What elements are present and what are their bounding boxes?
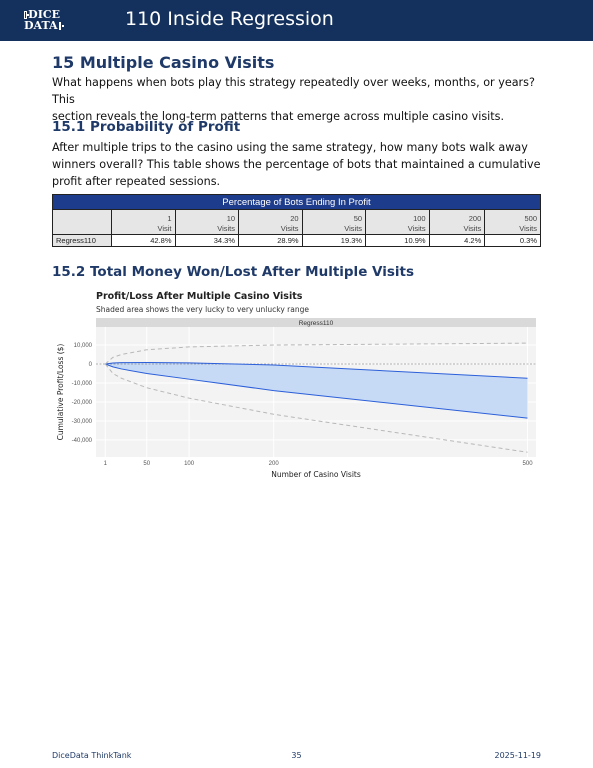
column-header: 500 Visits	[484, 209, 541, 235]
text-line: What happens when bots play this strateg…	[52, 76, 535, 106]
column-header: 50 Visits	[301, 209, 367, 235]
money-heading: 15.2 Total Money Won/Lost After Multiple…	[52, 264, 415, 280]
row-label: Regress110	[52, 234, 112, 247]
y-tick-label: 0	[89, 362, 93, 368]
visit-unit: Visits	[463, 224, 482, 233]
visit-unit: Visits	[519, 224, 537, 233]
y-tick-label: -20,000	[72, 400, 93, 406]
x-axis-label: Number of Casino Visits	[271, 470, 361, 479]
table-cell: 19.3%	[301, 234, 367, 247]
visit-unit: Visit	[157, 224, 172, 233]
column-header: 20 Visits	[238, 209, 303, 235]
table-row: Regress110 42.8% 34.3% 28.9% 19.3% 10.9%…	[52, 234, 541, 247]
visit-count: 50	[353, 214, 363, 223]
visit-unit: Visits	[217, 224, 236, 233]
y-tick-label: -10,000	[72, 381, 93, 387]
band-upper-line	[105, 361, 528, 379]
text-line: section reveals the long-term patterns t…	[52, 110, 505, 123]
column-header: 1 Visit	[111, 209, 176, 235]
x-tick-label: 500	[523, 461, 534, 467]
document-title: 110 Inside Regression	[125, 8, 334, 30]
logo-line-1: DICE	[28, 8, 60, 21]
text-line: profit after repeated sessions.	[52, 175, 221, 188]
y-axis-label: Cumulative Profit/Loss ($)	[56, 344, 65, 441]
table-title: Percentage of Bots Ending In Profit	[52, 194, 541, 210]
visit-unit: Visits	[344, 224, 363, 233]
visit-count: 500	[524, 214, 537, 223]
row-header-cell	[52, 209, 112, 235]
die-icon	[24, 10, 30, 19]
column-header: 100 Visits	[365, 209, 430, 235]
column-header: 10 Visits	[174, 209, 240, 235]
page-header: DICE DATA 110 Inside Regression	[0, 0, 593, 41]
x-tick-label: 1	[104, 461, 108, 467]
logo-line-2: DATA	[24, 19, 58, 32]
text-line: After multiple trips to the casino using…	[52, 141, 528, 154]
footer-left: DiceData ThinkTank	[52, 751, 132, 760]
chart-title: Profit/Loss After Multiple Casino Visits	[96, 291, 303, 302]
table-cell: 0.3%	[484, 234, 541, 247]
probability-heading: 15.1 Probability of Profit	[52, 119, 241, 135]
page-number: 35	[291, 751, 302, 760]
y-tick-label: -40,000	[72, 438, 93, 444]
column-header: 200 Visits	[428, 209, 486, 235]
visit-unit: Visits	[280, 224, 299, 233]
table-cell: 4.2%	[428, 234, 486, 247]
visit-count: 1	[167, 214, 172, 223]
visit-count: 10	[226, 214, 236, 223]
table-cell: 42.8%	[111, 234, 176, 247]
profit-loss-chart: Regress110 10,000 0 -10,000 -20,000 -30,000 -4…	[56, 318, 536, 479]
visit-count: 200	[468, 214, 482, 223]
extreme-lower-line	[104, 363, 528, 453]
visit-unit: Visits	[407, 224, 426, 233]
visit-count: 20	[290, 214, 299, 223]
band-lower-line	[105, 363, 528, 419]
table-cell: 34.3%	[174, 234, 240, 247]
dicedata-logo: DICE DATA	[24, 8, 64, 33]
x-tick-label: 200	[269, 461, 280, 467]
extreme-upper-line	[104, 342, 528, 365]
text-line: winners overall? This table shows the pe…	[52, 158, 541, 171]
x-tick-label: 50	[143, 461, 150, 467]
x-tick-label: 100	[184, 461, 195, 467]
die-icon	[58, 21, 64, 30]
y-tick-label: 10,000	[74, 343, 93, 349]
table-header-row: 1 Visit 10 Visits 20 Visits 50 Visits 100 Vis…	[52, 209, 541, 235]
shaded-range-area	[105, 362, 528, 419]
section-title: 15 Multiple Casino Visits	[52, 53, 275, 72]
facet-label: Regress110	[299, 320, 334, 327]
visit-count: 100	[413, 214, 426, 223]
profit-percentage-table: Percentage of Bots Ending In Profit 1 Vis…	[52, 194, 541, 247]
chart-subtitle: Shaded area shows the very lucky to very…	[96, 305, 309, 314]
section-intro: What happens when bots play this strateg…	[52, 74, 552, 125]
footer-date: 2025-11-19	[494, 751, 542, 760]
table-cell: 28.9%	[238, 234, 303, 247]
probability-text: After multiple trips to the casino using…	[52, 139, 552, 190]
y-tick-label: -30,000	[72, 419, 93, 425]
table-cell: 10.9%	[365, 234, 430, 247]
facet-strip	[96, 318, 536, 327]
